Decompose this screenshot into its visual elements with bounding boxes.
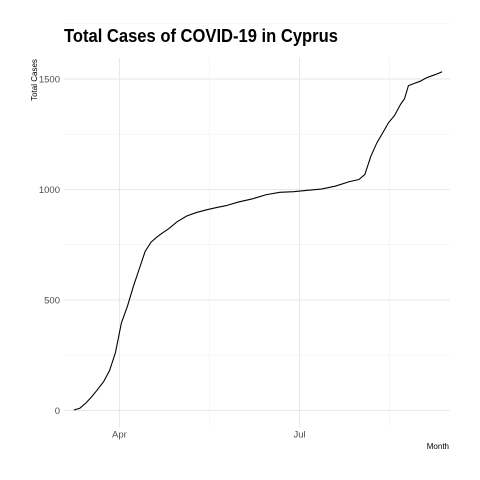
x-axis-ticks: Apr Jul: [112, 430, 306, 441]
y-axis-ticks: 0 500 1000 1500: [39, 74, 60, 416]
series-line: [73, 71, 443, 411]
x-axis-title: Month: [427, 442, 449, 451]
y-axis-title: Total Cases: [30, 59, 39, 101]
y-tick-label: 1000: [39, 185, 60, 196]
y-tick-label: 1500: [39, 74, 60, 85]
x-tick-label: Jul: [293, 430, 305, 441]
y-tick-label: 500: [44, 295, 60, 306]
y-tick-label: 0: [55, 406, 60, 417]
chart-title: Total Cases of COVID-19 in Cyprus: [64, 26, 338, 46]
series-layer: [73, 71, 443, 411]
x-tick-label: Apr: [112, 430, 127, 441]
grid: [64, 23, 450, 427]
